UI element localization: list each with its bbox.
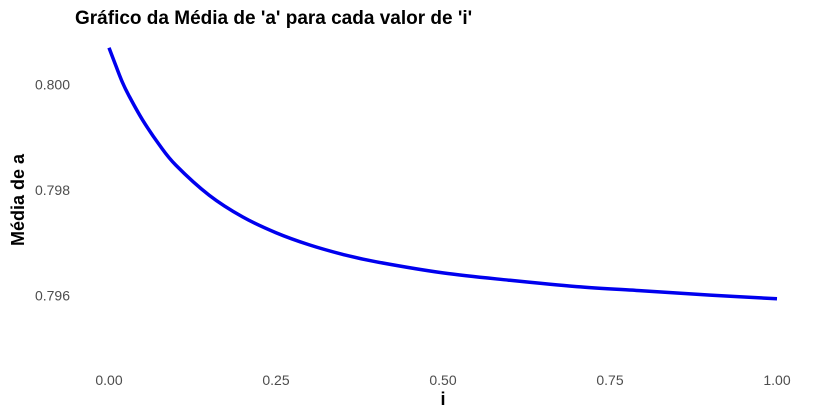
x-tick-label: 0.00 — [95, 372, 122, 388]
series-line — [107, 47, 778, 301]
y-tick-label: 0.796 — [35, 288, 70, 304]
plot-area — [107, 47, 778, 301]
y-tick-label: 0.798 — [35, 182, 70, 198]
y-axis: 0.796 0.798 0.800 — [35, 76, 70, 303]
x-tick-label: 0.75 — [596, 372, 623, 388]
x-tick-label: 1.00 — [763, 372, 790, 388]
x-tick-label: 0.50 — [429, 372, 456, 388]
x-axis-title: i — [440, 389, 445, 409]
y-tick-label: 0.800 — [35, 76, 70, 92]
chart-title: Gráfico da Média de 'a' para cada valor … — [75, 8, 472, 29]
y-axis-title: Média de a — [8, 153, 28, 246]
x-tick-label: 0.25 — [262, 372, 289, 388]
x-axis: 0.00 0.25 0.50 0.75 1.00 — [95, 372, 790, 388]
